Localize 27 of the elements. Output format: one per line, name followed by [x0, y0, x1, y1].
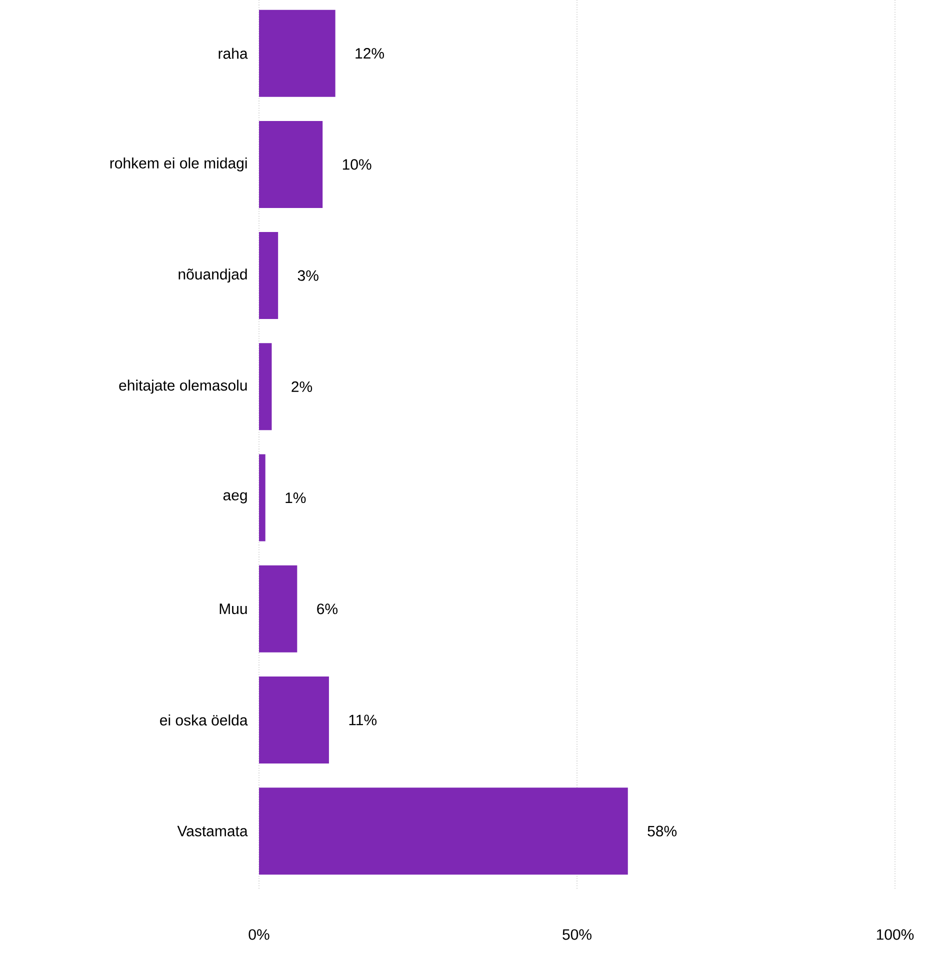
y-tick-label: rohkem ei ole midagi — [110, 157, 247, 172]
bar — [259, 232, 278, 320]
data-label: 1% — [286, 492, 306, 504]
data-label: 11% — [349, 714, 377, 726]
x-tick-label: 0% — [248, 929, 270, 940]
bar — [259, 454, 266, 542]
bar — [259, 343, 272, 430]
y-tick-label: aeg — [223, 492, 247, 504]
y-tick-label: ei oska öelda — [160, 714, 248, 726]
x-tick-label: 100% — [876, 929, 914, 940]
x-tick-label: 50% — [562, 929, 592, 940]
y-tick-label: ehitajate olemasolu — [119, 380, 247, 394]
y-tick-label: raha — [218, 48, 248, 59]
y-tick-label: Muu — [220, 604, 247, 614]
data-label: 2% — [292, 381, 312, 392]
data-label: 58% — [648, 826, 677, 836]
y-tick-label: Vastamata — [177, 826, 248, 836]
y-tick-label: nõuandjad — [178, 268, 247, 283]
bar — [259, 565, 298, 652]
data-label: 3% — [298, 270, 318, 281]
data-label: 10% — [342, 159, 372, 170]
data-label: 12% — [356, 48, 384, 59]
data-label: 6% — [317, 604, 338, 614]
bar — [259, 120, 323, 208]
bar — [259, 788, 628, 875]
bar — [259, 10, 336, 97]
bar — [259, 676, 329, 764]
